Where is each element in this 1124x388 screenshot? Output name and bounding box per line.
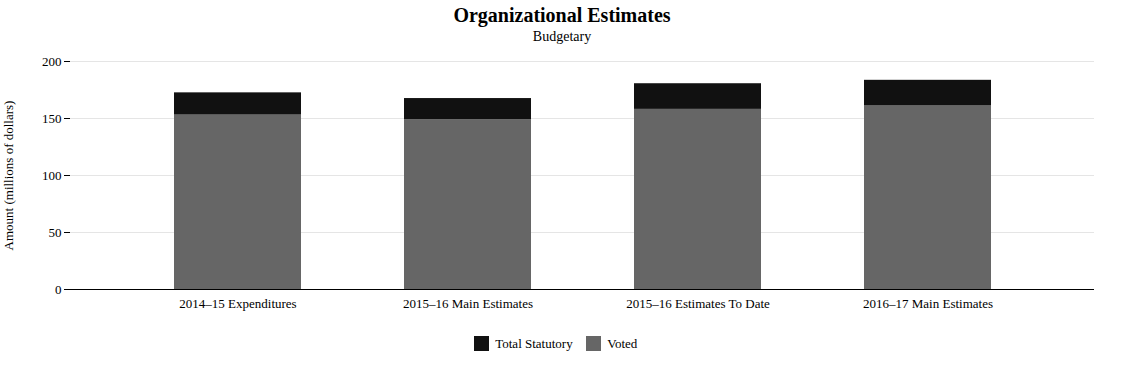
- svg-text:0: 0: [55, 282, 62, 297]
- svg-text:2016–17 Main Estimates: 2016–17 Main Estimates: [863, 296, 993, 311]
- svg-text:100: 100: [42, 168, 62, 183]
- html-text:Budgetary: Budgetary: [532, 29, 592, 44]
- svg-text:200: 200: [42, 54, 62, 69]
- svg-text:2015–16 Main Estimates: 2015–16 Main Estimates: [403, 296, 533, 311]
- svg-text:Amount (millions of dollars): Amount (millions of dollars): [1, 101, 16, 251]
- svg-text:2015–16 Estimates To Date: 2015–16 Estimates To Date: [626, 296, 770, 311]
- svg-text:50: 50: [49, 225, 62, 240]
- html-text:Organizational Estimates: Organizational Estimates: [453, 4, 671, 26]
- html-text:Total Statutory: Total Statutory: [495, 335, 573, 351]
- html-text:Voted: Voted: [607, 335, 638, 351]
- svg-text:150: 150: [42, 111, 62, 126]
- svg-text:2014–15 Expenditures: 2014–15 Expenditures: [179, 296, 296, 311]
